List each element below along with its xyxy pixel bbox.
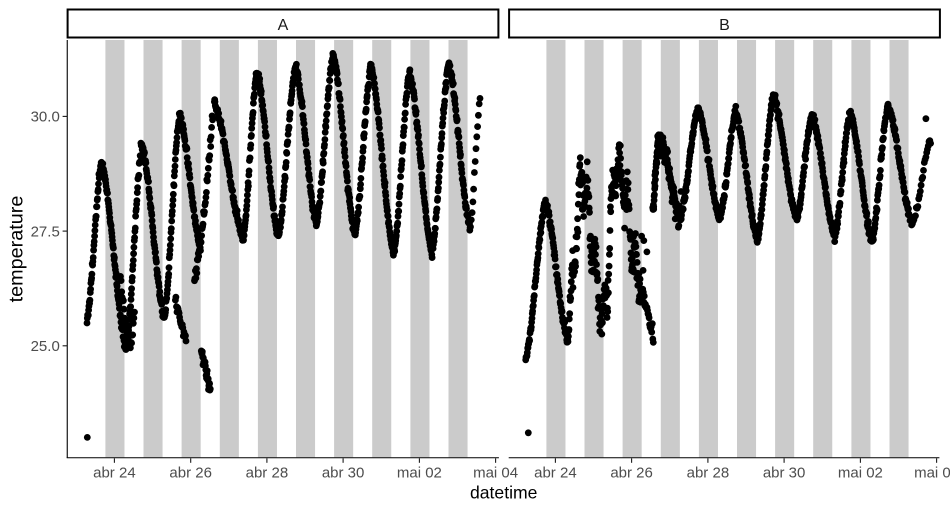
svg-text:30.0: 30.0 (31, 109, 60, 126)
svg-text:mai 02: mai 02 (838, 465, 883, 482)
svg-text:abr 24: abr 24 (534, 465, 577, 482)
svg-text:abr 26: abr 26 (610, 465, 653, 482)
svg-text:mai 04: mai 04 (914, 465, 950, 482)
svg-text:abr 28: abr 28 (687, 465, 730, 482)
svg-text:abr 28: abr 28 (246, 465, 289, 482)
svg-text:datetime: datetime (470, 483, 537, 503)
svg-text:abr 26: abr 26 (169, 465, 212, 482)
svg-text:abr 30: abr 30 (322, 465, 365, 482)
svg-text:mai 02: mai 02 (397, 465, 442, 482)
svg-text:B: B (719, 17, 730, 34)
svg-text:temperature: temperature (6, 196, 28, 303)
svg-text:mai 04: mai 04 (473, 465, 518, 482)
svg-text:27.5: 27.5 (31, 223, 60, 240)
svg-text:abr 30: abr 30 (763, 465, 806, 482)
svg-text:25.0: 25.0 (31, 338, 60, 355)
svg-text:A: A (278, 17, 289, 34)
svg-text:abr 24: abr 24 (93, 465, 136, 482)
